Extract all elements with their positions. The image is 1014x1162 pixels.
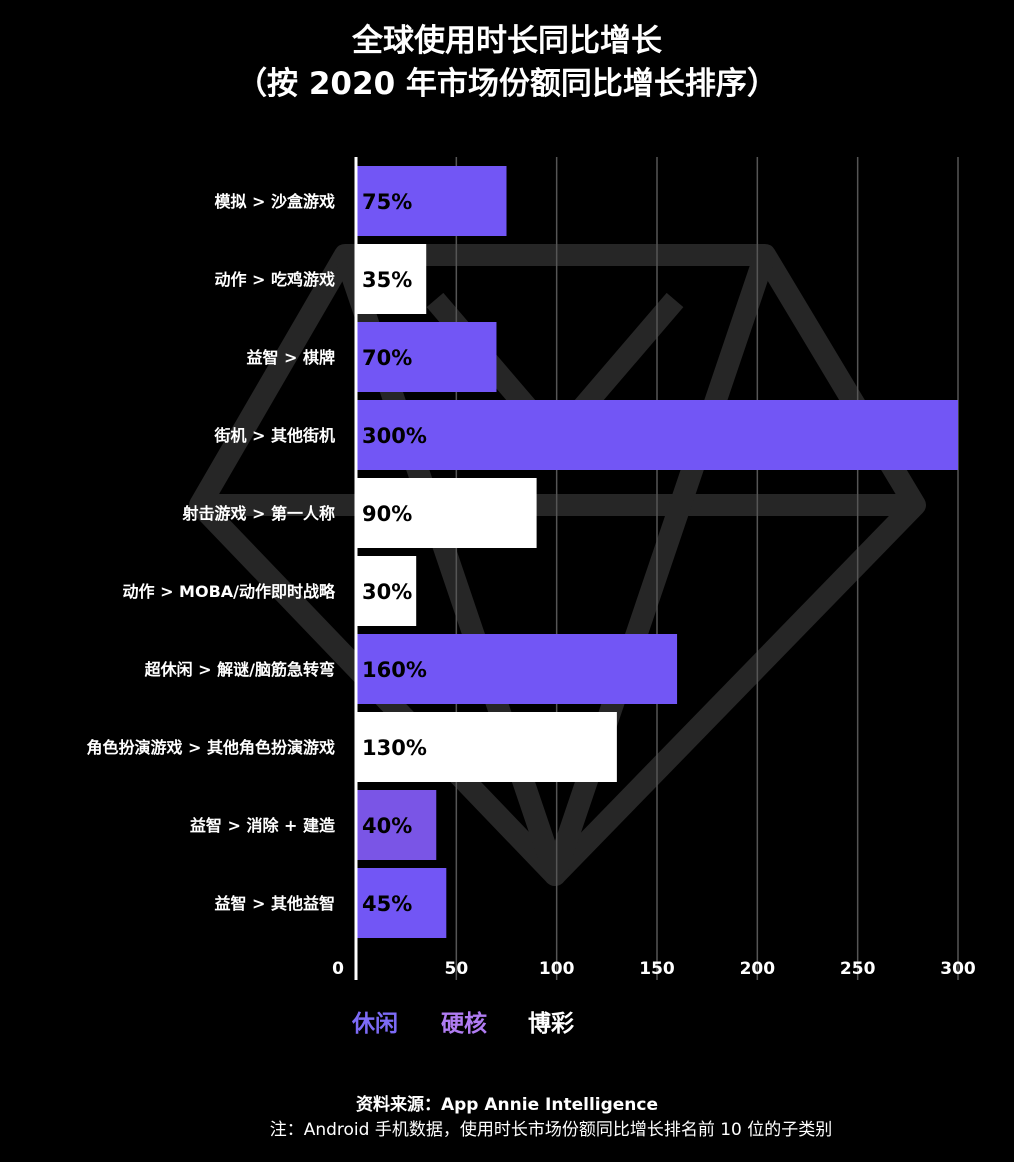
- x-tick-label: 100: [539, 959, 575, 979]
- category-label: 益智 > 棋牌: [246, 348, 335, 367]
- category-label: 街机 > 其他街机: [213, 426, 335, 445]
- bars: 75% 35% 70% 300% 90% 30% 160% 130% 40% 45%: [357, 166, 958, 938]
- legend-item-casual: 休闲: [352, 1011, 398, 1037]
- bar-value-label: 300%: [362, 424, 427, 448]
- legend-item-casino: 博彩: [528, 1011, 574, 1037]
- bar: [357, 322, 497, 392]
- chart-title-line2: （按 2020 年市场份额同比增长排序）: [236, 66, 778, 102]
- bar: [357, 478, 537, 548]
- source-text: 资料来源：App Annie Intelligence: [355, 1095, 659, 1115]
- legend: 休闲 硬核 博彩: [0, 1004, 1014, 1040]
- category-label: 动作 > 吃鸡游戏: [214, 270, 335, 289]
- chart-title-line1: 全球使用时长同比增长: [352, 23, 662, 59]
- bar: [357, 868, 447, 938]
- grid-lines: [455, 157, 959, 980]
- bar: [357, 634, 678, 704]
- bar-chart: 75% 35% 70% 300% 90% 30% 160% 130% 40% 45% 模拟 > 沙…: [86, 157, 976, 980]
- x-tick-label: 0: [332, 959, 344, 979]
- bar: [357, 556, 417, 626]
- category-label: 益智 > 其他益智: [214, 894, 335, 913]
- bar-value-label: 160%: [362, 658, 427, 682]
- bar-value-label: 75%: [362, 190, 412, 214]
- bar-value-label: 130%: [362, 736, 427, 760]
- bar-value-label: 45%: [362, 892, 412, 916]
- category-label: 射击游戏 > 第一人称: [181, 504, 335, 523]
- x-tick-label: 200: [740, 959, 776, 979]
- x-tick-label: 150: [639, 959, 675, 979]
- category-label: 模拟 > 沙盒游戏: [214, 192, 335, 211]
- bar-value-label: 70%: [362, 346, 412, 370]
- x-tick-label: 300: [940, 959, 976, 979]
- legend-item-hardcore: 硬核: [441, 1011, 487, 1037]
- category-label: 动作 > MOBA/动作即时战略: [123, 582, 336, 601]
- bar-value-label: 30%: [362, 580, 412, 604]
- category-label: 超休闲 > 解谜/脑筋急转弯: [144, 660, 335, 679]
- bar: [357, 166, 507, 236]
- bar: [357, 244, 427, 314]
- x-tick-label: 50: [444, 959, 468, 979]
- bar: [357, 712, 617, 782]
- category-label: 益智 > 消除 + 建造: [190, 816, 336, 835]
- bar: [357, 400, 958, 470]
- chart-title: 全球使用时长同比增长 （按 2020 年市场份额同比增长排序）: [0, 20, 1014, 106]
- bar-value-label: 90%: [362, 502, 412, 526]
- note-text: 注：Android 手机数据，使用时长市场份额同比增长排名前 10 位的子类别: [269, 1120, 833, 1140]
- bar: [357, 790, 437, 860]
- category-label: 角色扮演游戏 > 其他角色扮演游戏: [86, 738, 335, 757]
- bar-value-label: 35%: [362, 268, 412, 292]
- bar-value-label: 40%: [362, 814, 412, 838]
- x-tick-label: 250: [840, 959, 876, 979]
- x-tick-labels: 0 50 100 150 200 250 300: [332, 959, 976, 979]
